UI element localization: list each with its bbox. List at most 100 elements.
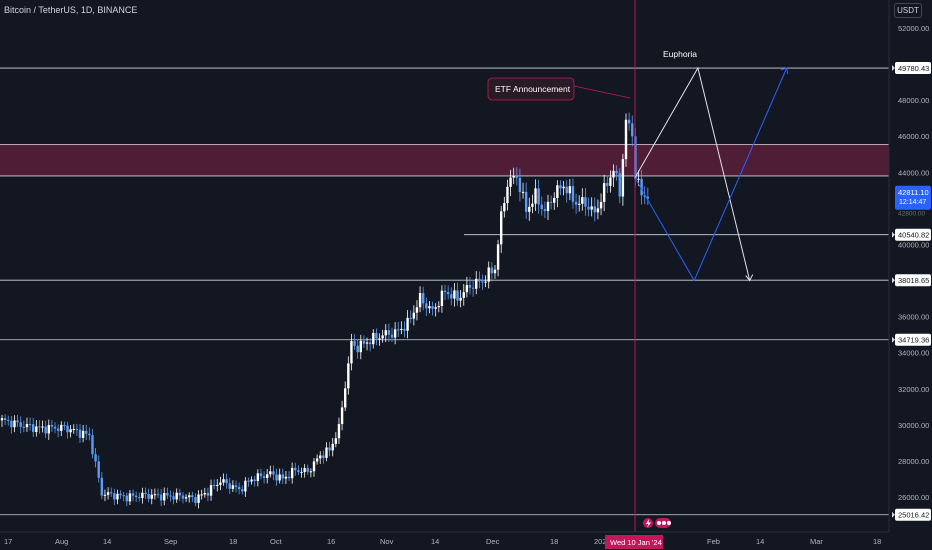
candle-body bbox=[381, 335, 384, 339]
candle-body bbox=[237, 486, 241, 490]
candle-body bbox=[312, 461, 316, 472]
candle-body bbox=[503, 203, 506, 212]
candle-body bbox=[434, 307, 437, 309]
candle-body bbox=[478, 278, 481, 282]
candle-body bbox=[22, 426, 26, 428]
candle-body bbox=[131, 493, 135, 496]
obscured-price-label: 42800.00 bbox=[898, 210, 925, 217]
candle-body bbox=[390, 334, 394, 338]
candle-body bbox=[418, 293, 422, 308]
price-line-label-bg bbox=[895, 274, 931, 287]
candle-body bbox=[278, 474, 281, 481]
y-tick-label: 48000.00 bbox=[898, 96, 929, 105]
candle-body bbox=[347, 363, 350, 389]
candle-body bbox=[247, 480, 250, 482]
candle-body bbox=[222, 479, 225, 483]
price-line-label: 38018.65 bbox=[898, 276, 929, 285]
candle-body bbox=[397, 329, 400, 331]
candle-body bbox=[624, 119, 628, 160]
candle-body bbox=[568, 186, 572, 194]
candle-body bbox=[344, 388, 347, 408]
candle-body bbox=[609, 177, 612, 186]
candle-body bbox=[422, 293, 425, 304]
candle-body bbox=[169, 495, 172, 497]
candle-body bbox=[524, 191, 528, 212]
candle-body bbox=[359, 340, 362, 353]
candle-body bbox=[400, 328, 403, 330]
candle-body bbox=[574, 201, 578, 205]
candle-body bbox=[181, 495, 185, 499]
candle-body bbox=[50, 425, 54, 427]
candle-body bbox=[637, 178, 640, 180]
time-axis-background bbox=[0, 532, 889, 550]
price-line-tick bbox=[892, 336, 895, 343]
candle-body bbox=[234, 485, 238, 487]
candle-body bbox=[41, 426, 44, 428]
candle-body bbox=[403, 328, 406, 331]
candle-body bbox=[465, 285, 469, 293]
candle-body bbox=[0, 418, 4, 421]
projection-path-blue bbox=[634, 67, 788, 282]
chart-title: Bitcoin / TetherUS, 1D, BINANCE bbox=[4, 5, 138, 15]
arrowhead-white bbox=[745, 274, 754, 282]
candle-body bbox=[319, 455, 322, 459]
candle-body bbox=[91, 435, 94, 455]
candle-body bbox=[606, 183, 609, 186]
candle-body bbox=[103, 494, 107, 496]
y-tick-label: 30000.00 bbox=[898, 421, 929, 430]
candle-body bbox=[134, 495, 138, 498]
candle-body bbox=[138, 497, 141, 499]
candle-body bbox=[431, 306, 434, 309]
candle-body bbox=[228, 483, 231, 489]
candle-body bbox=[97, 461, 100, 478]
x-tick-label: 18 bbox=[550, 537, 558, 546]
x-tick-label: 14 bbox=[756, 537, 764, 546]
candle-body bbox=[81, 430, 85, 438]
candle-body bbox=[184, 497, 188, 499]
candle-body bbox=[356, 345, 359, 353]
candle-body bbox=[3, 418, 7, 420]
candle-body bbox=[141, 492, 144, 499]
candle-body bbox=[253, 479, 256, 482]
currency-badge[interactable]: USDT bbox=[894, 3, 922, 18]
candle-body bbox=[197, 494, 200, 503]
candle-body bbox=[38, 426, 41, 428]
candle-body bbox=[406, 317, 409, 331]
candle-body bbox=[63, 424, 66, 426]
candle-body bbox=[487, 267, 490, 282]
candle-body bbox=[225, 479, 228, 484]
candle-body bbox=[512, 176, 515, 178]
x-tick-label: Sep bbox=[164, 537, 177, 546]
lightning-glyph-icon bbox=[646, 519, 651, 528]
price-line-tick bbox=[892, 277, 895, 284]
candle-body bbox=[556, 185, 559, 198]
candle-body bbox=[300, 472, 303, 474]
candle-body bbox=[484, 281, 487, 283]
candle-body bbox=[509, 177, 512, 187]
y-tick-label: 52000.00 bbox=[898, 24, 929, 33]
candle-body bbox=[612, 170, 615, 178]
candle-body bbox=[412, 312, 416, 319]
y-tick-label: 28000.00 bbox=[898, 457, 929, 466]
candle-body bbox=[631, 123, 634, 137]
x-tick-label: 17 bbox=[4, 537, 12, 546]
candle-body bbox=[156, 494, 160, 496]
x-tick-label: 18 bbox=[873, 537, 881, 546]
candle-body bbox=[590, 206, 593, 210]
y-tick-label: 40000.00 bbox=[898, 240, 929, 249]
candle-body bbox=[287, 476, 291, 479]
candle-body bbox=[47, 425, 50, 434]
candle-body bbox=[144, 492, 147, 495]
candle-body bbox=[540, 204, 543, 210]
current-price-badge bbox=[895, 185, 931, 210]
candle-body bbox=[340, 407, 344, 425]
candle-body bbox=[559, 185, 562, 189]
candle-body bbox=[428, 306, 431, 309]
candle-body bbox=[194, 497, 197, 503]
x-tick-label: 202 bbox=[594, 537, 607, 546]
candle-body bbox=[147, 494, 150, 499]
etf-annotation-text: ETF Announcement bbox=[495, 84, 571, 94]
x-tick-label: 14 bbox=[431, 537, 439, 546]
